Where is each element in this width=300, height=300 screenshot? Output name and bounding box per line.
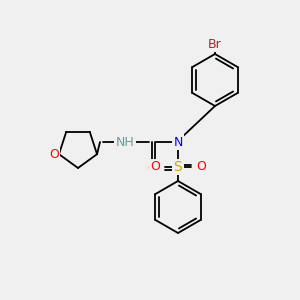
Text: O: O bbox=[196, 160, 206, 173]
Text: O: O bbox=[150, 160, 160, 173]
Text: N: N bbox=[173, 136, 183, 148]
Text: O: O bbox=[49, 148, 59, 161]
Text: O: O bbox=[147, 161, 157, 175]
Text: S: S bbox=[174, 160, 182, 174]
Text: NH: NH bbox=[116, 136, 134, 148]
Text: Br: Br bbox=[208, 38, 222, 50]
